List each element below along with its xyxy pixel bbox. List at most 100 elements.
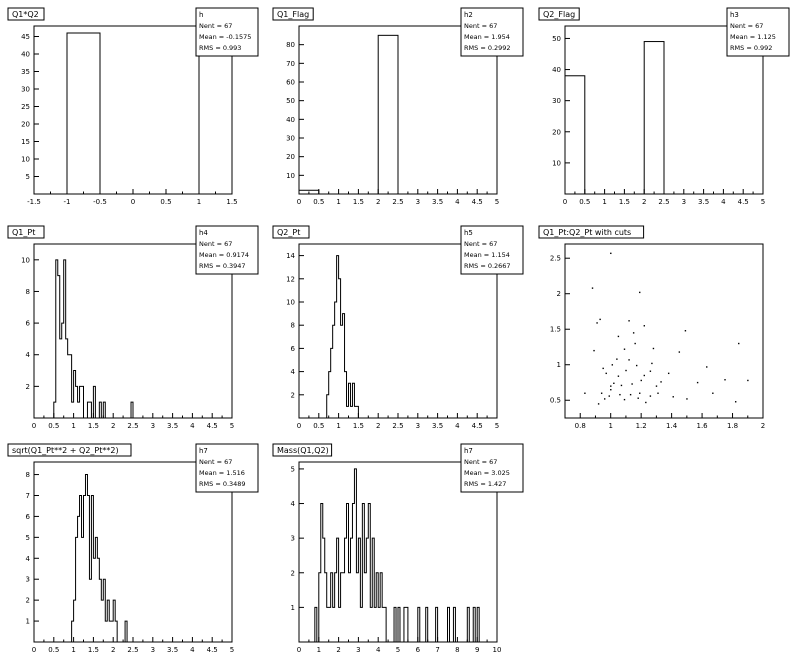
x-tick-label: 9 — [475, 646, 479, 654]
y-tick-label: 30 — [552, 97, 561, 105]
stats-rms: RMS = 1.427 — [464, 480, 506, 488]
x-tick-label: 8 — [455, 646, 459, 654]
pad-2: 0 0.5 1 1.5 2 2.5 3 3.5 4 4.5 5 10 20 30 40 50 60 70 80 Q1_… — [272, 7, 524, 206]
stats-mean: Mean = 3.025 — [464, 469, 510, 477]
x-tick-label: 2 — [376, 198, 380, 206]
title-box — [538, 225, 645, 239]
y-tick-label: 15 — [21, 138, 30, 146]
scatter-point — [604, 398, 606, 400]
title-box — [272, 443, 333, 457]
title-box — [7, 443, 132, 457]
y-tick-label: 2 — [291, 569, 295, 577]
scatter-point — [684, 330, 687, 332]
x-tick-label: 0 — [297, 646, 301, 654]
x-tick-label: 0.5 — [313, 422, 324, 430]
y-tick-label: 10 — [21, 256, 30, 264]
scatter-point — [619, 393, 621, 396]
y-tick-label: 8 — [26, 471, 30, 479]
x-tick-label: 1 — [608, 422, 612, 430]
scatter-point — [620, 384, 623, 387]
scatter-point — [610, 388, 612, 391]
scatter-point — [625, 369, 627, 372]
y-tick-label: 35 — [21, 68, 30, 76]
x-tick-label: 0 — [32, 646, 36, 654]
stats-entries: Nent = 67 — [464, 22, 497, 30]
scatter-point — [597, 403, 600, 405]
x-tick-label: 4.5 — [738, 198, 749, 206]
y-tick-label: 1 — [291, 604, 295, 612]
y-tick-label: 4 — [291, 368, 296, 376]
scatter-point — [591, 287, 594, 289]
x-tick-label: 2 — [336, 646, 340, 654]
scatter-point — [617, 335, 620, 338]
stats-entries: Nent = 67 — [464, 458, 497, 466]
x-tick-label: 3.5 — [167, 422, 178, 430]
title-box — [7, 225, 45, 239]
x-tick-label: 0.8 — [575, 422, 586, 430]
scatter-point — [712, 392, 714, 394]
x-tick-label: 1.5 — [619, 198, 630, 206]
y-tick-label: 0.5 — [550, 397, 561, 405]
histogram-line — [53, 259, 134, 419]
x-tick-label: 0.5 — [48, 646, 59, 654]
stats-rms: RMS = 0.2992 — [464, 44, 511, 52]
scatter-point — [600, 392, 603, 394]
stats-id: h7 — [199, 447, 208, 455]
chart-title: sqrt(Q1_Pt**2 + Q2_Pt**2) — [12, 446, 119, 455]
histogram-bar — [643, 41, 665, 195]
y-tick-label: 10 — [552, 159, 561, 167]
x-tick-label: 6 — [416, 646, 421, 654]
pad-4: 0 0.5 1 1.5 2 2.5 3 3.5 4 4.5 5 2 4 6 8 10 Q1_Pt h4 Nent =… — [7, 225, 259, 430]
histogram-bar — [66, 32, 101, 195]
title-box — [538, 7, 580, 21]
x-tick-label: 0 — [32, 422, 36, 430]
scatter-point — [652, 347, 655, 350]
plot-frame — [564, 243, 764, 419]
stats-mean: Mean = 0.9174 — [199, 251, 249, 259]
y-tick-label: 2 — [557, 290, 561, 298]
scatter-point — [747, 379, 749, 382]
stats-box — [195, 7, 259, 57]
x-tick-label: 2.5 — [127, 646, 138, 654]
y-tick-label: 40 — [21, 51, 30, 59]
y-tick-label: 5 — [291, 465, 295, 473]
stats-entries: Nent = 67 — [464, 240, 497, 248]
scatter-point — [628, 359, 630, 361]
x-tick-label: 0.5 — [313, 198, 324, 206]
scatter-point — [639, 291, 641, 294]
stats-mean: Mean = 1.516 — [199, 469, 245, 477]
x-tick-label: 4 — [190, 646, 195, 654]
chart-title: Q1_Pt:Q2_Pt with cuts — [543, 228, 631, 237]
x-tick-label: 3 — [682, 198, 686, 206]
scatter-point — [672, 396, 674, 398]
scatter-point — [596, 322, 598, 324]
x-tick-label: 10 — [493, 646, 502, 654]
scatter-point — [610, 252, 612, 255]
y-tick-label: 40 — [552, 66, 561, 74]
y-tick-label: 3 — [26, 576, 30, 584]
y-tick-label: 14 — [286, 252, 295, 260]
scatter-point — [623, 398, 626, 401]
stats-rms: RMS = 0.992 — [730, 44, 772, 52]
y-tick-label: 2 — [291, 391, 295, 399]
scatter-point — [608, 395, 610, 397]
y-tick-label: 4 — [291, 500, 296, 508]
scatter-point — [637, 397, 639, 399]
stats-id: h2 — [464, 11, 473, 19]
x-tick-label: 2 — [111, 422, 115, 430]
x-tick-label: 0.5 — [160, 198, 171, 206]
stats-box — [726, 7, 790, 57]
x-tick-label: 5 — [495, 198, 499, 206]
x-tick-label: 1 — [317, 646, 321, 654]
y-tick-label: 10 — [286, 299, 295, 307]
y-tick-label: 6 — [26, 513, 31, 521]
chart-title: Q1_Pt — [12, 228, 35, 237]
pad-5: 0 0.5 1 1.5 2 2.5 3 3.5 4 4.5 5 2 4 6 8 10 12 14 Q2_Pt h5 Ne… — [272, 225, 524, 430]
y-tick-label: 5 — [26, 173, 30, 181]
x-tick-label: 1 — [71, 646, 75, 654]
scatter-point — [678, 351, 681, 353]
y-tick-label: 10 — [286, 172, 295, 180]
histogram-line — [326, 255, 361, 419]
scatter-point — [602, 367, 604, 370]
scatter-point — [734, 401, 737, 403]
